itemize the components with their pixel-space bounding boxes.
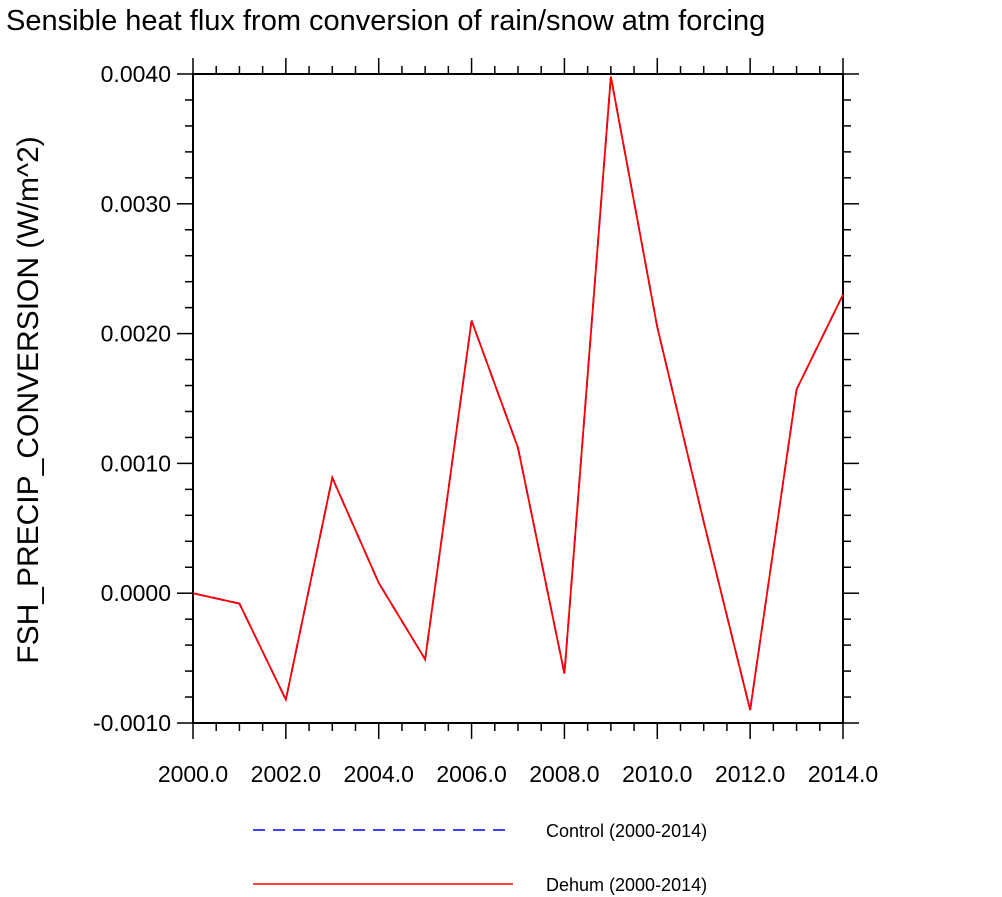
x-tick-label: 2004.0 xyxy=(344,761,414,787)
y-axis-label: FSH_PRECIP_CONVERSION (W/m^2) xyxy=(12,136,45,663)
plot-frame xyxy=(192,73,844,724)
plot-border xyxy=(192,73,844,724)
x-tick-label: 2000.0 xyxy=(158,761,228,787)
y-tick-label: -0.0010 xyxy=(93,710,171,736)
y-tick-labels: 0.0040 0.0030 0.0020 0.0010 0.0000 -0.0010 xyxy=(93,61,171,736)
axis-ticks xyxy=(177,58,859,739)
x-tick-labels: 2000.0 2002.0 2004.0 2006.0 2008.0 2010.0 2012… xyxy=(158,761,878,787)
x-tick-label: 2002.0 xyxy=(251,761,321,787)
x-tick-label: 2010.0 xyxy=(622,761,692,787)
legend: Control (2000-2014) Dehum (2000-2014) xyxy=(253,821,707,895)
x-tick-label: 2006.0 xyxy=(436,761,506,787)
y-tick-label: 0.0020 xyxy=(101,321,171,347)
y-tick-label: 0.0030 xyxy=(101,191,171,217)
y-tick-label: 0.0040 xyxy=(101,61,171,87)
y-tick-label: 0.0010 xyxy=(101,450,171,476)
chart-title: Sensible heat flux from conversion of ra… xyxy=(6,5,765,37)
series-line-dehum xyxy=(192,76,844,711)
x-tick-label: 2008.0 xyxy=(529,761,599,787)
x-tick-label: 2012.0 xyxy=(715,761,785,787)
series-line-control xyxy=(192,76,844,711)
legend-label-dehum: Dehum (2000-2014) xyxy=(546,875,707,895)
legend-label-control: Control (2000-2014) xyxy=(546,821,707,841)
y-tick-label: 0.0000 xyxy=(101,580,171,606)
x-tick-label: 2014.0 xyxy=(808,761,878,787)
series-lines xyxy=(192,76,844,711)
